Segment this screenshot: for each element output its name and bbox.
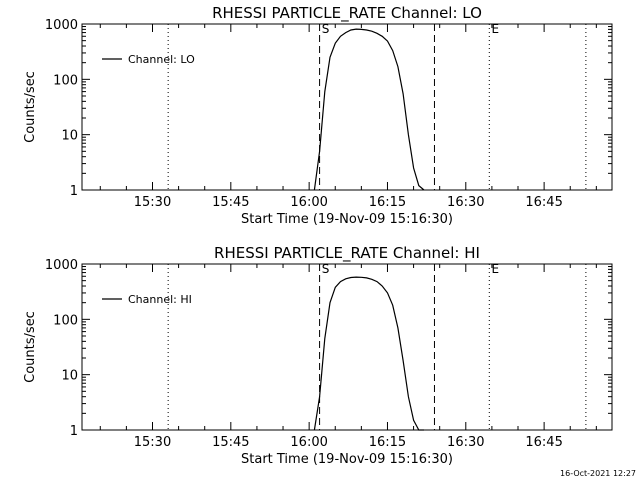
- chart-panel-2: RHESSI PARTICLE_RATE Channel: HI 15:30 15:…: [23, 244, 613, 467]
- x-tick-label: 16:00: [290, 195, 327, 210]
- x-tick-label: 16:00: [290, 435, 327, 450]
- x-tick-label: 15:45: [212, 195, 249, 210]
- chart-title: RHESSI PARTICLE_RATE Channel: LO: [212, 4, 482, 23]
- x-tick-label: 16:30: [447, 195, 484, 210]
- x-tick-label: 16:45: [525, 195, 562, 210]
- y-tick-label: 100: [53, 313, 78, 328]
- x-tick-label: 15:30: [134, 195, 171, 210]
- x-axis-label: Start Time (19-Nov-09 15:16:30): [241, 212, 453, 227]
- y-tick-label: 10: [61, 129, 78, 144]
- y-tick-label: 1: [70, 184, 78, 199]
- chart-title: RHESSI PARTICLE_RATE Channel: HI: [214, 244, 480, 263]
- x-tick-label: 15:45: [212, 435, 249, 450]
- chart-panel-1: RHESSI PARTICLE_RATE Channel: LO 15:30 15:…: [23, 4, 613, 227]
- time-marker-label: E: [491, 22, 499, 36]
- time-marker-label: S: [322, 22, 330, 36]
- x-tick-label: 15:30: [134, 435, 171, 450]
- time-marker-label: E: [491, 262, 499, 276]
- legend-entry: Channel: HI: [128, 293, 192, 306]
- series-line: [313, 276, 424, 431]
- x-axis-label: Start Time (19-Nov-09 15:16:30): [241, 452, 453, 467]
- series-line: [313, 28, 425, 191]
- x-tick-label: 16:45: [525, 435, 562, 450]
- time-marker-label: S: [322, 262, 330, 276]
- y-tick-label: 1: [70, 424, 78, 439]
- x-tick-label: 16:15: [369, 195, 406, 210]
- y-tick-label: 1000: [45, 258, 78, 273]
- y-axis-label: Counts/sec: [23, 71, 38, 143]
- legend-entry: Channel: LO: [128, 53, 195, 66]
- y-axis-label: Counts/sec: [23, 311, 38, 383]
- y-tick-label: 1000: [45, 18, 78, 33]
- y-tick-label: 10: [61, 369, 78, 384]
- x-tick-label: 16:15: [369, 435, 406, 450]
- y-tick-label: 100: [53, 73, 78, 88]
- plot-frame: [81, 263, 613, 431]
- plot-frame: [81, 23, 613, 191]
- timestamp-label: 16-Oct-2021 12:27: [560, 469, 636, 478]
- x-tick-label: 16:30: [447, 435, 484, 450]
